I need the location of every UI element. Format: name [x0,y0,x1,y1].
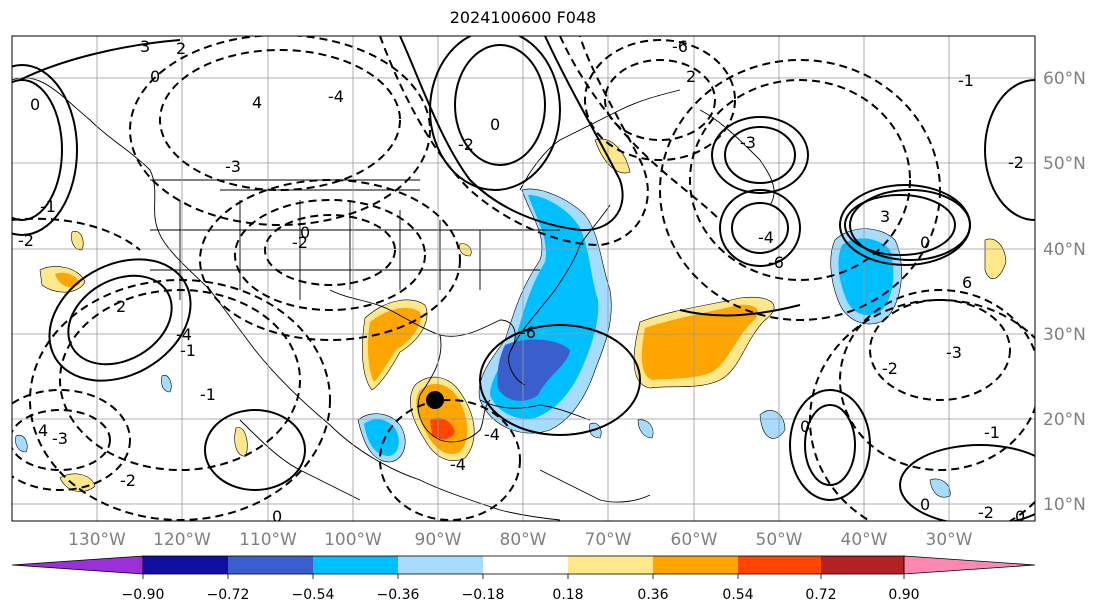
lon-label: 90°W [415,530,462,550]
contour-label: 0 [150,67,160,86]
longitude-labels: 130°W 120°W 110°W 100°W 90°W 80°W 70°W 6… [68,530,973,550]
gridlines [12,36,1035,521]
colorbar-tick-label: 0.54 [722,587,753,603]
contour-label: 3 [880,207,890,226]
contour-label: 2 [116,297,126,316]
colorbar-segment [653,556,738,574]
lon-label: 40°W [841,530,888,550]
contour-label: 0 [920,233,930,252]
contour-label: -2 [882,359,898,378]
colorbar-tick-label: −0.72 [207,587,250,603]
colorbar-segment [483,556,568,574]
contour-label: -1 [40,197,56,216]
lon-label: 130°W [68,530,126,550]
contour-label: -1 [958,71,974,90]
lat-label: 10°N [1043,495,1086,515]
contour-label: -2 [978,503,994,522]
colorbar: −0.90 −0.72 −0.54 −0.36 −0.18 0.18 0.36 … [11,555,1036,603]
contour-label: 0 [800,417,810,436]
lat-label: 40°N [1043,240,1086,260]
solid-contours [12,36,1035,521]
colorbar-tick-label: −0.54 [292,587,335,603]
storm-marker [426,391,444,409]
contour-label: -3 [52,429,68,448]
dashed-contours [12,36,1035,521]
colorbar-segment [143,556,228,574]
lon-label: 70°W [585,530,632,550]
colorbar-segment [568,556,653,574]
contour-label: -1 [180,341,196,360]
contour-label: -6 [672,37,688,56]
colorbar-segment [738,556,821,574]
contour-label: -6 [768,253,784,272]
colorbar-extend-low [11,555,144,575]
contour-label: -2 [1008,153,1024,172]
colorbar-extend-high [903,555,1036,575]
colorbar-tick-label: −0.90 [122,587,165,603]
contour-label: 0 [30,95,40,114]
colorbar-tick-label: 0.90 [888,587,919,603]
colorbar-tick-label: −0.18 [462,587,505,603]
contour-label: -4 [484,425,500,444]
colorbar-tick-label: 0.18 [552,587,583,603]
contour-label: 3 [140,37,150,56]
contour-label: -1 [984,423,1000,442]
contour-label: 4 [252,93,262,112]
contour-label: -3 [740,133,756,152]
contour-labels: 3 2 0 -6 4 -4 -2 -3 -3 -6 -4 3 6 -3 -2 2… [18,37,1025,526]
colorbar-segment [398,556,483,574]
lat-label: 30°N [1043,325,1086,345]
colorbar-segment [821,556,904,574]
colorbar-tick-label: 0.72 [805,587,836,603]
contour-label: -6 [520,323,536,342]
contour-label: 4 [38,421,48,440]
contour-label: -2 [120,471,136,490]
map-frame [11,35,1036,522]
lon-label: 120°W [153,530,211,550]
lat-label: 20°N [1043,410,1086,430]
contour-label: -3 [225,157,241,176]
contour-label: 0 [272,507,282,526]
lat-label: 50°N [1043,154,1086,174]
contour-label: -1 [200,385,216,404]
contour-label: 0 [1015,507,1025,526]
lon-label: 50°W [756,530,803,550]
contour-label: 6 [962,273,972,292]
lon-label: 60°W [671,530,718,550]
lon-label: 30°W [926,530,973,550]
lon-label: 100°W [324,530,382,550]
contour-label: 2 [686,67,696,86]
contour-label: -2 [18,231,34,250]
contour-label: -4 [328,87,344,106]
lon-label: 80°W [500,530,547,550]
contour-label: -3 [946,343,962,362]
colorbar-segment [228,556,313,574]
contour-label: -2 [458,135,474,154]
colorbar-frame [142,555,905,575]
coastlines [12,77,775,521]
contour-label: -4 [758,228,774,247]
colorbar-tick-label: 0.36 [637,587,668,603]
lat-label: 60°N [1043,69,1086,89]
contour-label: 2 [176,39,186,58]
contour-label: 0 [920,495,930,514]
lon-label: 110°W [239,530,297,550]
contour-label: -2 [292,233,308,252]
contour-label: -4 [450,455,466,474]
colorbar-segment [313,556,398,574]
contour-label: -4 [176,325,192,344]
contour-label: 0 [300,223,310,242]
contour-label: 0 [490,115,500,134]
latitude-labels: 60°N 50°N 40°N 30°N 20°N 10°N [1043,69,1086,515]
colorbar-tick-label: −0.36 [377,587,420,603]
map-title: 2024100600 F048 [449,8,597,27]
